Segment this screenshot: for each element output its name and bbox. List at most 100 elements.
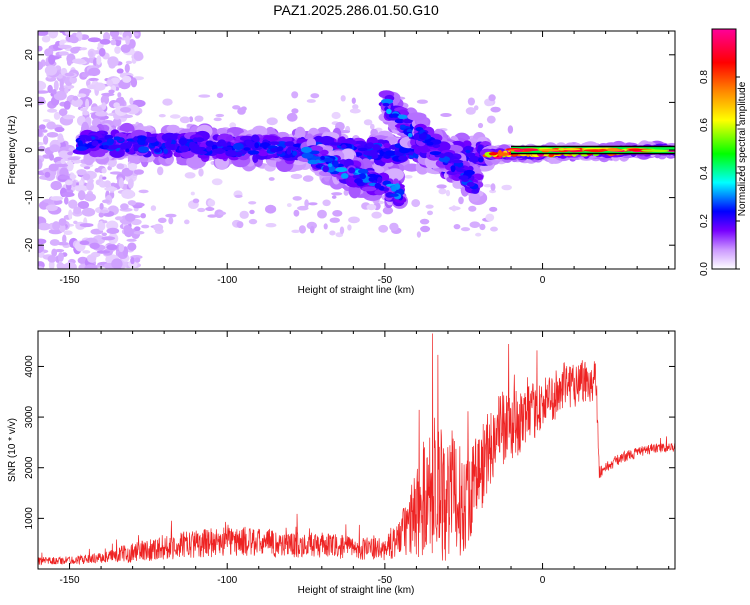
spectrogram-cell <box>343 189 349 196</box>
spectrogram-cell <box>49 153 54 161</box>
spectrogram-cell <box>163 148 168 154</box>
spectrogram-cell <box>58 150 69 159</box>
spectrogram-cell <box>398 155 408 161</box>
spectrogram-cell <box>385 168 404 182</box>
spectrogram-cell <box>460 227 471 232</box>
spectrogram-cell <box>81 207 96 217</box>
spectrogram-cell <box>310 225 315 234</box>
spectrogram-cell <box>127 242 137 251</box>
spectrogram-cell <box>134 226 141 232</box>
spectrogram-cell <box>170 143 175 150</box>
spectrogram-cell <box>106 138 115 145</box>
spectrogram-cell <box>306 99 316 103</box>
spectrogram-cell <box>124 63 130 73</box>
y-tick-label: 10 <box>24 96 35 108</box>
spectrogram-cell <box>58 175 71 180</box>
spectrogram-cell <box>38 31 49 36</box>
spectrogram-cell <box>327 163 333 168</box>
spectrogram-cell <box>89 242 100 249</box>
snr-y-label: SNR (10 * v/v) <box>7 418 18 482</box>
spectrogram-cell <box>49 239 60 246</box>
spectrogram-cell <box>80 107 88 112</box>
colorbar: 0.0 0.2 0.4 0.6 0.8 Normalized spectral ampl… <box>699 28 748 276</box>
spectrogram-cell <box>389 193 399 197</box>
spectrogram-cell <box>109 31 120 38</box>
spectrogram-y-label: Frequency (Hz) <box>7 116 18 185</box>
spectrogram-cell <box>357 147 368 152</box>
spectrogram-cell <box>85 136 92 142</box>
spectrogram-cell <box>58 218 67 226</box>
spectrogram-cell <box>247 150 260 155</box>
spectrogram-cell <box>109 148 125 158</box>
y-tick-label: 4000 <box>24 355 35 378</box>
spectrogram-cell <box>213 117 222 122</box>
spectrogram-cell <box>465 152 476 158</box>
spectrogram-cell <box>291 229 301 233</box>
spectrogram-cell <box>207 214 218 218</box>
spectrogram-cell <box>411 199 421 208</box>
spectrogram-cell <box>97 220 106 231</box>
spectrogram-cell <box>192 198 200 204</box>
spectrogram-cell <box>38 238 47 245</box>
spectrogram-cell <box>101 168 107 174</box>
spectrogram-cell <box>488 94 496 102</box>
spectrogram-cell <box>384 150 397 157</box>
spectrogram-cell <box>407 112 427 121</box>
spectrogram-cell <box>329 230 336 236</box>
x-tick-label: -50 <box>378 575 393 586</box>
spectrogram-cell <box>292 196 302 201</box>
spectrogram-cell <box>307 159 319 165</box>
spectrogram-cell <box>68 147 75 152</box>
spectrogram-cell <box>490 183 496 191</box>
spectrogram-cell <box>57 133 64 143</box>
spectrogram-cell <box>329 142 342 146</box>
spectrogram-cell <box>164 141 170 148</box>
spectrogram-cell <box>198 94 211 98</box>
spectrogram-cell <box>47 108 58 113</box>
spectrogram-cell <box>249 209 255 215</box>
spectrogram-cell <box>41 129 48 133</box>
spectrogram-cell <box>88 67 101 77</box>
spectrogram-cell <box>381 98 394 105</box>
spectrogram-cell <box>133 230 145 235</box>
spectrogram-cell <box>61 192 75 198</box>
spectrogram-cell <box>82 250 91 254</box>
spectrogram-cell <box>178 138 188 146</box>
spectrogram-cell <box>137 140 146 145</box>
spectrogram-cell <box>416 99 428 104</box>
spectrogram-cell <box>463 169 475 176</box>
spectrogram-cell <box>77 201 90 209</box>
spectrogram-cell <box>197 207 206 213</box>
spectrogram-cell <box>127 260 138 268</box>
spectrogram-cell <box>359 173 366 180</box>
spectrogram-cell <box>69 75 77 84</box>
spectrogram-cell <box>226 135 234 141</box>
spectrogram-cell <box>38 124 46 130</box>
spectrogram-cell <box>64 196 69 205</box>
spectrogram-cell <box>469 192 480 202</box>
spectrogram-cell <box>513 149 524 152</box>
spectrogram-cell <box>134 257 141 263</box>
snr-background <box>38 331 675 569</box>
spectrogram-cell <box>501 184 512 191</box>
spectrogram-cell <box>292 150 298 156</box>
spectrogram-cell <box>100 94 110 105</box>
spectrogram-cell <box>48 54 56 65</box>
spectrogram-cell <box>87 37 101 43</box>
spectrogram-cell <box>265 223 277 228</box>
spectrogram-cell <box>51 89 57 95</box>
spectrogram-cell <box>248 218 258 225</box>
spectrogram-cell <box>132 205 143 209</box>
snr-x-label: Height of straight line (km) <box>298 585 415 596</box>
spectrogram-cell <box>139 156 149 163</box>
spectrogram-cell <box>102 199 111 204</box>
spectrogram-cell <box>129 97 134 105</box>
spectrogram-cell <box>485 213 495 222</box>
spectrogram-cell <box>268 177 275 181</box>
spectrogram-cell <box>519 148 539 151</box>
y-tick-label: -20 <box>24 238 35 253</box>
spectrogram-cell <box>42 119 51 123</box>
spectrogram-cell <box>145 136 158 143</box>
spectrogram-cell <box>76 169 87 176</box>
